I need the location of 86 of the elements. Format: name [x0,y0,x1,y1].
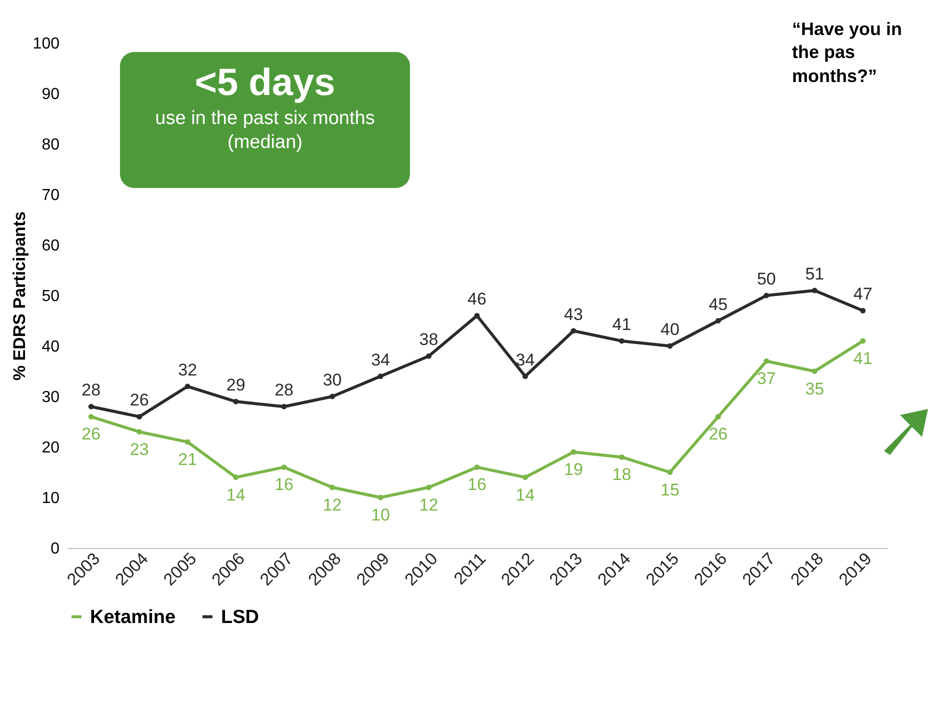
data-label: 47 [853,284,872,304]
point [426,353,432,359]
point [426,484,432,490]
data-label: 16 [274,475,294,494]
y-tick-label: 10 [42,490,60,507]
data-label: 43 [564,304,583,324]
point [474,464,480,470]
annotation: <5 days [194,62,336,105]
annotation: use in the past six months (median) [155,107,375,154]
point [764,292,770,298]
rounded-box: <5 days use in the past six months (median) [120,52,410,188]
y-tick-label: 20 [42,440,60,456]
data-label: 26 [130,390,149,410]
data-label: 41 [612,314,632,334]
data-label: 26 [708,424,728,444]
legend-label: Ketamine [90,606,176,628]
data-label: 28 [82,380,101,400]
y-tick-label: 60 [42,238,60,254]
annotation: “Have you in the pas months?” [792,18,904,88]
data-label: 50 [756,270,776,288]
point [281,464,287,470]
data-label: 15 [660,480,680,500]
point [860,308,866,314]
y-tick-label: 100 [32,36,60,52]
y-tick-label: 0 [50,540,60,558]
point [522,374,528,380]
data-label: 32 [178,360,198,380]
point [618,338,624,344]
data-label: 34 [516,350,535,370]
point [474,312,480,318]
data-label: 21 [178,450,198,469]
data-label: 26 [82,424,101,444]
point [860,338,866,344]
point [570,449,576,455]
point [764,358,770,364]
data-label: 12 [419,495,438,514]
data-label: 30 [322,370,342,390]
point [570,328,576,334]
data-label: 19 [564,460,583,480]
data-label: 45 [708,294,728,314]
point [330,484,336,490]
data-label: 18 [612,465,632,484]
data-label: 28 [274,380,294,400]
point [378,494,384,500]
point [715,414,721,420]
point [184,384,190,390]
data-label: 16 [468,475,486,494]
point [281,404,287,410]
data-label: 23 [130,440,149,459]
data-label: 29 [226,376,246,395]
data-label: 14 [516,485,535,504]
data-label: 12 [322,495,342,514]
data-label: 51 [805,264,824,284]
y-tick-label: 70 [42,187,60,204]
point [136,414,142,420]
data-label: 14 [226,485,246,504]
point [233,474,239,480]
point [330,394,336,400]
y-tick-label: 50 [42,288,60,305]
data-label: 38 [419,330,438,350]
y-axis-title: % EDRS Participants [10,211,29,381]
data-label: 46 [468,290,486,309]
point [378,374,384,380]
point [88,414,94,420]
y-tick-label: 40 [42,338,60,356]
data-label: 10 [371,506,390,524]
point [715,318,721,324]
point [522,474,528,480]
data-label: 37 [756,369,776,388]
point [136,429,142,435]
point [184,439,190,445]
data-label: 35 [805,379,824,398]
point [667,470,673,475]
point [812,288,818,294]
point [88,404,94,410]
y-tick-label: 30 [42,389,60,406]
data-label: 34 [371,350,390,370]
y-tick-label: 80 [42,136,60,154]
data-label: 40 [660,320,680,339]
point [667,343,673,349]
point [618,454,624,460]
point [812,368,818,374]
data-label: 41 [853,348,872,368]
legend-label: LSD [221,606,259,628]
point [233,398,239,404]
y-tick-label: 90 [42,86,60,103]
